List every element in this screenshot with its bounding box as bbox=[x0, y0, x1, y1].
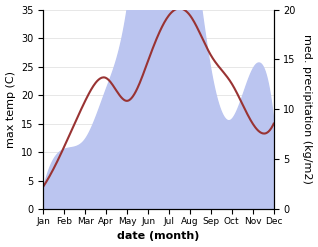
Y-axis label: max temp (C): max temp (C) bbox=[5, 71, 16, 148]
X-axis label: date (month): date (month) bbox=[117, 231, 200, 242]
Y-axis label: med. precipitation (kg/m2): med. precipitation (kg/m2) bbox=[302, 35, 313, 184]
